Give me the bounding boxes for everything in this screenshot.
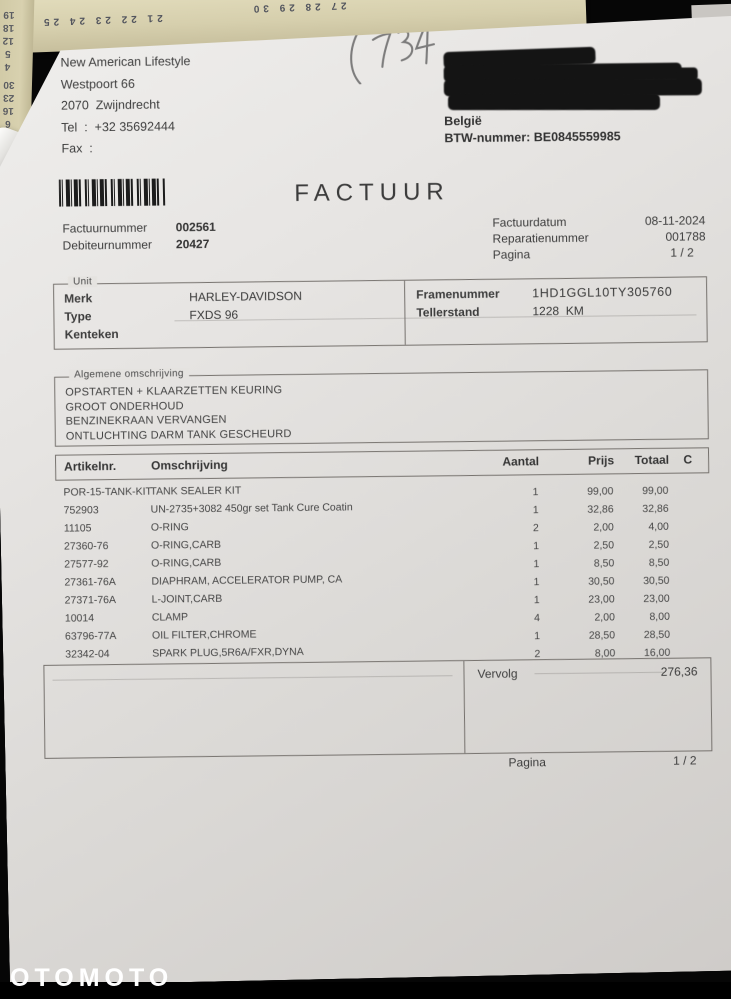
vervolg-amount: 276,36 xyxy=(660,664,698,679)
pagina-footer-label: Pagina xyxy=(508,755,546,770)
debiteurnummer-value: 20427 xyxy=(175,236,210,252)
description-line: OPSTARTEN + KLAARZETTEN KEURING xyxy=(65,384,283,399)
redaction-bar xyxy=(448,94,660,110)
summary-box-divider xyxy=(463,661,465,753)
items-table-rows: POR-15-TANK-KIT TANK SEALER KIT 1 99,00 … xyxy=(55,477,709,664)
merk-value: HARLEY-DAVIDSON xyxy=(189,288,302,305)
invoice-meta-right: Factuurdatum 08-11-2024 Reparatienummer … xyxy=(492,213,706,263)
sender-block: New American Lifestyle Westpoort 66 2070… xyxy=(60,51,191,160)
header-omschrijving: Omschrijving xyxy=(151,457,228,473)
factuurnummer-value: 002561 xyxy=(175,219,216,235)
unit-box-divider xyxy=(404,281,406,345)
sender-name: New American Lifestyle xyxy=(60,54,191,70)
unit-box: Unit Merk Type Kenteken HARLEY-DAVIDSON … xyxy=(53,276,708,349)
reparatienummer-value: 001788 xyxy=(665,229,706,244)
item-artikelnr: 32342-04 xyxy=(65,648,110,661)
recipient-block: België BTW-nummer: BE0845559985 xyxy=(443,49,711,52)
tellerstand-label: Tellerstand xyxy=(416,304,480,320)
summary-box: Vervolg 276,36 xyxy=(43,657,712,759)
general-description-lines: OPSTARTEN + KLAARZETTEN KEURING GROOT ON… xyxy=(65,383,291,444)
item-omschrijving: DIAPHRAM, ACCELERATOR PUMP, CA xyxy=(151,573,343,588)
item-artikelnr: 27577-92 xyxy=(64,558,109,571)
notebook-numbers: 21 22 23 24 25 26 xyxy=(13,11,163,29)
item-artikelnr: 27361-76A xyxy=(64,576,116,589)
general-description-box: Algemene omschrijving OPSTARTEN + KLAARZ… xyxy=(54,369,709,446)
vervolg-label: Vervolg xyxy=(477,666,518,681)
factuurdatum-label: Factuurdatum xyxy=(492,214,567,230)
item-omschrijving: O-RING,CARB xyxy=(151,556,222,570)
sender-city: 2070 Zwijndrecht xyxy=(60,97,160,113)
description-line: ONTLUCHTING DARM TANK GESCHEURD xyxy=(65,427,292,443)
merk-label: Merk xyxy=(64,291,93,306)
framenummer-label: Framenummer xyxy=(416,286,500,302)
pagina-footer-value: 1 / 2 xyxy=(673,753,697,768)
notebook-numbers: 27 28 29 30 xyxy=(249,0,347,14)
reparatienummer-label: Reparatienummer xyxy=(492,230,589,246)
item-omschrijving: SPARK PLUG,5R6A/FXR,DYNA xyxy=(152,645,304,660)
type-value: FXDS 96 xyxy=(189,307,239,323)
unit-legend: Unit xyxy=(68,276,97,287)
invoice-paper: New American Lifestyle Westpoort 66 2070… xyxy=(0,13,731,985)
header-aantal: Aantal xyxy=(502,454,540,469)
item-artikelnr: 63796-77A xyxy=(64,630,117,643)
otomoto-watermark: OTOMOTO xyxy=(10,964,174,992)
invoice-print: New American Lifestyle Westpoort 66 2070… xyxy=(50,39,713,796)
invoice-meta-left: Factuurnummer 002561 Debiteurnummer 2042… xyxy=(62,220,216,256)
header-prijs: Prijs xyxy=(587,453,615,468)
header-artikelnr: Artikelnr. xyxy=(64,459,117,474)
item-artikelnr: 10014 xyxy=(64,612,95,625)
recipient-vat-number: BTW-nummer: BE0845559985 xyxy=(444,129,621,146)
header-totaal: Totaal xyxy=(634,452,670,468)
item-omschrijving: UN-2735+3082 450gr set Tank Cure Coatin xyxy=(150,501,353,516)
recipient-country: België xyxy=(444,113,482,129)
pagina-value: 1 / 2 xyxy=(670,245,694,260)
item-omschrijving: CLAMP xyxy=(151,611,189,624)
item-omschrijving: OIL FILTER,CHROME xyxy=(151,628,257,642)
framenummer-value: 1HD1GGL10TY305760 xyxy=(532,284,673,301)
factuurdatum-value: 08-11-2024 xyxy=(644,213,706,229)
item-omschrijving: O-RING xyxy=(150,521,189,534)
item-artikelnr: 27371-76A xyxy=(64,594,117,607)
item-omschrijving: L-JOINT,CARB xyxy=(151,592,223,606)
invoice-title: FACTUUR xyxy=(294,178,450,207)
bottom-bar xyxy=(0,982,731,999)
sender-street: Westpoort 66 xyxy=(60,76,135,92)
sender-fax: Fax : xyxy=(61,141,93,156)
items-table-header: Artikelnr. Omschrijving Aantal Prijs Tot… xyxy=(55,447,709,480)
general-description-legend: Algemene omschrijving xyxy=(69,368,189,380)
header-c: C xyxy=(683,452,693,467)
pencil-line xyxy=(535,672,665,674)
sender-tel: Tel : +32 35692444 xyxy=(61,118,175,135)
factuurnummer-label: Factuurnummer xyxy=(62,220,148,236)
kenteken-label: Kenteken xyxy=(64,326,119,342)
type-label: Type xyxy=(64,309,92,324)
notebook-numbers: 4 5 12 18 19 xyxy=(2,8,15,72)
tellerstand-value: 1228 KM xyxy=(532,303,584,319)
item-omschrijving: O-RING,CARB xyxy=(150,538,222,552)
item-artikelnr: 752903 xyxy=(63,504,99,517)
pencil-line xyxy=(53,675,453,681)
item-artikelnr: 11105 xyxy=(63,522,92,535)
item-artikelnr: 27360-76 xyxy=(63,540,109,553)
item-omschrijving: TANK SEALER KIT xyxy=(150,484,242,498)
debiteurnummer-label: Debiteurnummer xyxy=(62,237,153,253)
item-artikelnr: POR-15-TANK-KIT xyxy=(63,485,152,499)
pagina-label: Pagina xyxy=(492,247,531,262)
